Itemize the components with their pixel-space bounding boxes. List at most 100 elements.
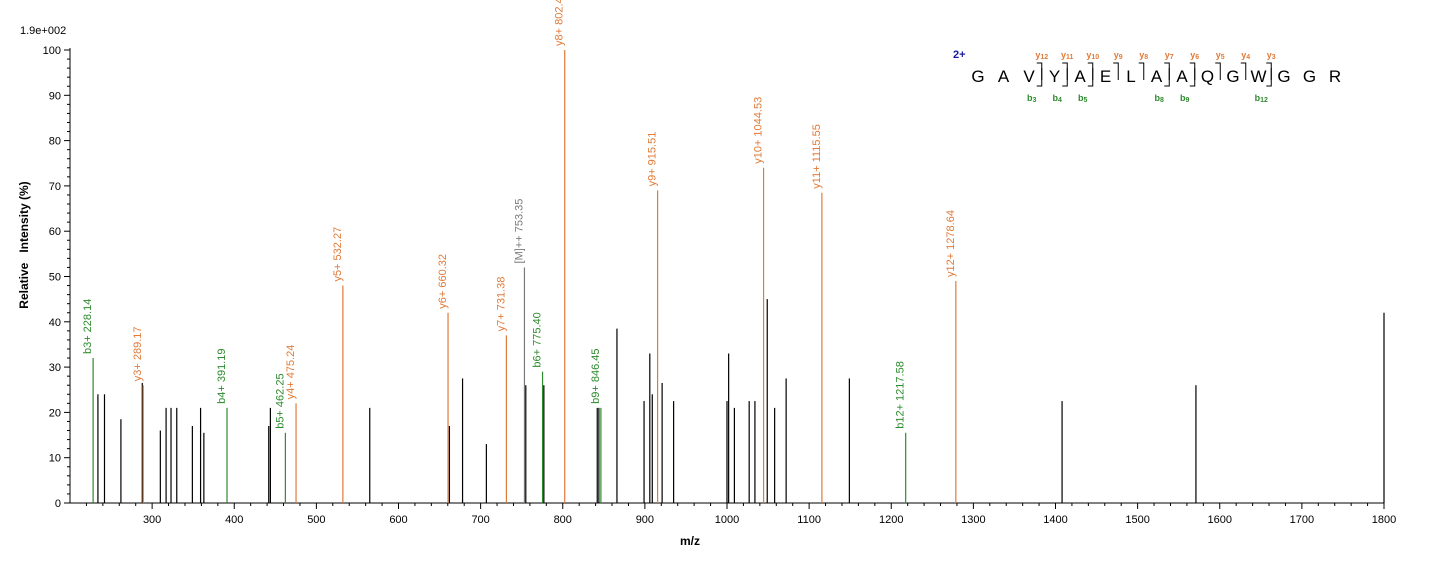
peak-label: y3+ 289.17 — [132, 326, 144, 381]
charge-state-label: 2+ — [953, 49, 966, 61]
peak-label: y9+ 915.51 — [647, 132, 659, 187]
b-ion-bracket — [1087, 68, 1094, 87]
peaks-layer — [92, 50, 1385, 503]
x-tick-label: 1800 — [1372, 514, 1396, 526]
peak-label: y5+ 532.27 — [332, 227, 344, 282]
x-tick-label: 300 — [143, 514, 161, 526]
peak-labels-layer: b3+ 228.14 y3+ 289.17 b4+ 391.19 b5+ 462.25… — [82, 0, 957, 429]
b-ion-label: b5 — [1078, 93, 1088, 104]
y-ion-bracket — [1062, 62, 1068, 80]
peak-label: b6+ 775.40 — [532, 312, 544, 367]
sequence-residue: G — [971, 67, 984, 86]
y-ion-label: y9 — [1114, 50, 1123, 61]
peak-label: b5+ 462.25 — [274, 373, 286, 428]
sequence-residue: G — [1226, 67, 1239, 86]
b-ion-bracket — [1189, 68, 1196, 87]
sequence-residue: Y — [1049, 67, 1060, 86]
y-ion-label: y11 — [1061, 50, 1074, 61]
x-tick-label: 1100 — [797, 514, 821, 526]
y-tick-label: 30 — [49, 362, 61, 374]
peak-label: y7+ 731.38 — [495, 277, 507, 332]
x-tick-label: 1300 — [961, 514, 985, 526]
peak-label: [M]++ 753.35 — [513, 199, 525, 264]
b-ion-label: b8 — [1155, 93, 1165, 104]
y-ion-label: y3 — [1267, 50, 1276, 61]
x-tick-label: 1400 — [1043, 514, 1067, 526]
y-tick-label: 0 — [55, 498, 61, 510]
sequence-residue: E — [1100, 67, 1111, 86]
b-ion-label: b4 — [1053, 93, 1063, 104]
peak-label: y8+ 802.40 — [554, 0, 566, 46]
y-ion-bracket — [1266, 62, 1272, 80]
b-ion-bracket — [1062, 68, 1068, 87]
peak-label: b4+ 391.19 — [216, 348, 228, 403]
peak-label: y6+ 660.32 — [437, 254, 449, 309]
x-tick-label: 1700 — [1290, 514, 1314, 526]
y-ion-bracket — [1240, 62, 1247, 80]
peak-label: y12+ 1278.64 — [945, 210, 957, 277]
peak-label: b12+ 1217.58 — [895, 361, 907, 429]
y-ion-bracket — [1215, 62, 1221, 80]
y-tick-label: 80 — [49, 136, 61, 148]
sequence-residue: A — [1074, 67, 1086, 86]
peak-label: y10+ 1044.53 — [753, 97, 765, 164]
y-ion-bracket — [1138, 62, 1145, 80]
peak-label: y11+ 1115.55 — [811, 124, 823, 189]
x-axis-title: m/z — [680, 534, 700, 548]
y-ion-label: y7 — [1165, 50, 1174, 61]
axes: 300 400 500 600 700 800 900 1000 1100 1200 1300 140… — [43, 45, 1397, 526]
y-ion-bracket — [1189, 62, 1196, 80]
y-ion-label: y5 — [1216, 50, 1225, 61]
y-tick-label: 40 — [49, 317, 61, 329]
y-ion-bracket — [1087, 62, 1094, 80]
b-ion-label: b9 — [1180, 93, 1190, 104]
b-ion-label: b3 — [1027, 93, 1037, 104]
peak-label: b9+ 846.45 — [590, 348, 602, 403]
peak-label: b3+ 228.14 — [82, 299, 94, 354]
x-tick-label: 800 — [554, 514, 572, 526]
b-ion-label: b12 — [1255, 93, 1268, 104]
y-tick-label: 10 — [49, 453, 61, 465]
y-tick-label: 50 — [49, 272, 61, 284]
y-ion-bracket — [1036, 62, 1043, 80]
x-tick-label: 900 — [636, 514, 654, 526]
b-ion-bracket — [1266, 68, 1272, 87]
y-tick-label: 90 — [49, 90, 61, 102]
sequence-residue: A — [1151, 67, 1163, 86]
sequence-residue: V — [1023, 67, 1035, 86]
x-tick-label: 1200 — [879, 514, 903, 526]
sequence-residue: G — [1303, 67, 1316, 86]
x-tick-label: 500 — [307, 514, 325, 526]
x-tick-label: 400 — [225, 514, 243, 526]
sequence-residue: W — [1250, 67, 1266, 86]
y-ion-bracket — [1113, 62, 1119, 80]
x-tick-label: 1600 — [1208, 514, 1232, 526]
x-tick-label: 1000 — [715, 514, 739, 526]
sequence-residue: L — [1126, 67, 1135, 86]
sequence-residue: G — [1277, 67, 1290, 86]
y-ion-bracket — [1164, 62, 1170, 80]
sequence-residue: A — [1176, 67, 1188, 86]
y-ion-label: y8 — [1139, 50, 1148, 61]
y-ion-label: y6 — [1190, 50, 1199, 61]
b-ion-bracket — [1036, 68, 1043, 87]
x-tick-label: 700 — [471, 514, 489, 526]
sequence-residue: A — [998, 67, 1010, 86]
y-axis-title: Relative Intensity (%) — [17, 181, 31, 308]
peak-label: y4+ 475.24 — [285, 345, 297, 400]
intensity-scale-label: 1.9e+002 — [20, 25, 66, 37]
x-tick-label: 600 — [389, 514, 407, 526]
b-ion-bracket — [1164, 68, 1170, 87]
sequence-residue: R — [1329, 67, 1341, 86]
y-ion-label: y10 — [1086, 50, 1099, 61]
y-tick-label: 70 — [49, 181, 61, 193]
y-ion-label: y12 — [1035, 50, 1048, 61]
y-ion-label: y4 — [1241, 50, 1250, 61]
y-tick-label: 100 — [43, 45, 61, 57]
y-tick-label: 20 — [49, 407, 61, 419]
x-tick-label: 1500 — [1125, 514, 1149, 526]
sequence-residue: Q — [1201, 67, 1214, 86]
